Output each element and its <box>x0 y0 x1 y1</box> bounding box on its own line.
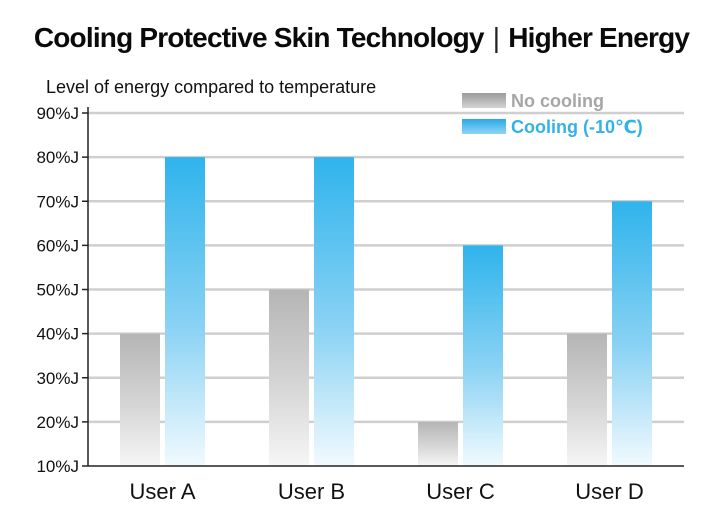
bar-no-cooling-user-a <box>120 333 160 466</box>
legend-label-no-cooling: No cooling <box>511 91 604 111</box>
chart-title-emphasis: Higher Energy <box>508 22 690 53</box>
y-tick-label: 80%J <box>36 148 79 167</box>
y-tick-label: 90%J <box>36 104 79 123</box>
y-tick-label: 70%J <box>36 192 79 211</box>
chart-title: Cooling Protective Skin Technology | Highe… <box>0 22 723 54</box>
y-tick-label: 60%J <box>36 236 79 255</box>
legend-label-cooling: Cooling (-10℃) <box>511 117 643 137</box>
bar-cooling-user-c <box>463 245 503 466</box>
x-tick-label: User C <box>426 479 495 504</box>
x-tick-label: User D <box>575 479 643 504</box>
bar-no-cooling-user-b <box>269 289 309 466</box>
legend-swatch-no-cooling <box>462 93 506 108</box>
y-tick-label: 40%J <box>36 325 79 344</box>
y-tick-label: 50%J <box>36 281 79 300</box>
axes: 10%J 20%J 30%J 40%J 50%J 60%J 70%J 80%J 90%J User… <box>36 104 684 504</box>
bar-no-cooling-user-d <box>567 333 607 466</box>
legend: No cooling Cooling (-10℃) <box>462 91 643 137</box>
bar-no-cooling-user-c <box>418 421 458 466</box>
bars <box>120 157 652 466</box>
y-tick-label: 20%J <box>36 413 79 432</box>
legend-swatch-cooling <box>462 119 506 134</box>
chart-title-separator: | <box>492 22 500 53</box>
bar-cooling-user-b <box>314 157 354 466</box>
x-tick-label: User A <box>129 479 195 504</box>
y-axis-label: Level of energy compared to temperature <box>46 77 376 97</box>
bar-cooling-user-d <box>612 201 652 466</box>
y-tick-label: 10%J <box>36 457 79 476</box>
y-tick-label: 30%J <box>36 369 79 388</box>
x-tick-label: User B <box>278 479 345 504</box>
chart-title-main: Cooling Protective Skin Technology <box>33 22 485 53</box>
bar-cooling-user-a <box>165 157 205 466</box>
